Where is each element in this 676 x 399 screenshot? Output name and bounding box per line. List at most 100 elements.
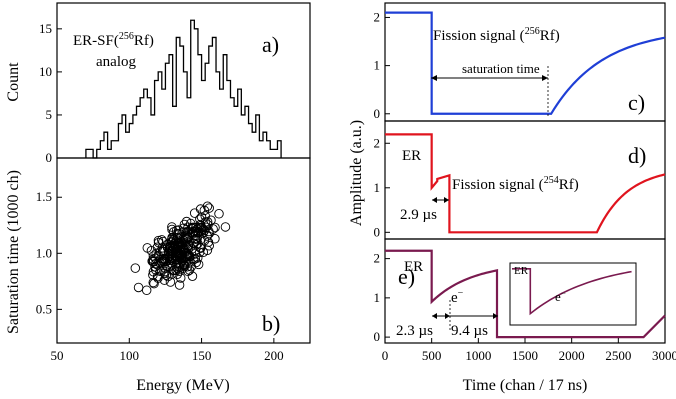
- scatter-point: [182, 261, 193, 272]
- scatter-point: [195, 214, 205, 224]
- y-tick-label: 2: [374, 9, 381, 24]
- scatter-point: [188, 222, 198, 233]
- x-tick-label: 3000: [652, 348, 676, 363]
- scatter-point: [195, 204, 206, 214]
- scatter-point: [210, 222, 220, 233]
- panel-d-signal-line: [385, 133, 666, 234]
- panel-b-y-ticks: 0.5 1.0 1.5: [36, 189, 62, 316]
- x-tick-label: 1500: [512, 348, 538, 363]
- scatter-point: [181, 216, 192, 227]
- scatter-point: [198, 228, 208, 238]
- y-tick-label: 1: [374, 180, 381, 195]
- panel-c-saturation-label: saturation time: [462, 61, 540, 76]
- panel-e-inset-line: [512, 268, 632, 316]
- panel-a: 0 5 10 15 Count ER-SF(256Rf) analog a): [5, 2, 311, 165]
- panel-e-inset: ER e−: [509, 262, 637, 326]
- scatter-point: [146, 245, 157, 256]
- x-tick-label: 500: [422, 348, 442, 363]
- y-tick-label: 0: [46, 150, 53, 165]
- scatter-point: [156, 257, 167, 267]
- scatter-point: [161, 256, 172, 267]
- scatter-point: [155, 258, 165, 268]
- panel-e: 0 1 2 0 500 1000 1500 2000 2500 3000 ER e− 2.3 µ…: [374, 238, 676, 394]
- scatter-point: [206, 215, 216, 225]
- scatter-point: [199, 205, 210, 216]
- panel-e-y-ticks: 0 1 2: [374, 251, 390, 344]
- x-tick-label: 2500: [605, 348, 631, 363]
- y-tick-label: 0.5: [36, 301, 52, 316]
- scatter-point: [149, 278, 159, 289]
- x-tick-label: 150: [192, 348, 212, 363]
- scatter-point: [169, 265, 179, 276]
- panel-a-label: a): [262, 32, 279, 57]
- x-tick-label: 2000: [559, 348, 585, 363]
- panel-e-inset-er-label: ER: [514, 265, 529, 277]
- panel-c-saturation-arrow: [431, 66, 549, 118]
- scatter-point: [191, 222, 201, 233]
- scatter-point: [200, 217, 211, 227]
- panel-c-y-ticks: 0 1 2: [374, 9, 390, 121]
- panel-d-signal-label: Fission signal (254Rf): [452, 175, 579, 193]
- scatter-point: [148, 266, 159, 277]
- scatter-point: [178, 263, 188, 273]
- panel-a-ylabel: Count: [5, 62, 22, 102]
- panel-d-interval-arrow: [432, 197, 449, 203]
- panel-e-interval-arrows: [432, 300, 498, 330]
- panel-e-xlabel: Time (chan / 17 ns): [463, 377, 588, 394]
- x-tick-label: 50: [51, 348, 64, 363]
- panel-d: 0 1 2 ER Fission signal (254Rf) 2.9 µs d): [374, 120, 666, 240]
- scatter-point: [189, 208, 200, 218]
- y-tick-label: 10: [39, 64, 52, 79]
- scatter-point: [166, 246, 176, 256]
- y-tick-label: 1.0: [36, 245, 52, 260]
- scatter-point: [188, 227, 199, 237]
- panel-b-ylabel: Saturation time (1000 ch): [5, 170, 22, 334]
- scatter-point: [152, 242, 163, 252]
- scatter-point: [162, 242, 173, 253]
- scatter-point: [183, 222, 193, 232]
- scatter-point: [141, 285, 152, 296]
- panel-c-label: c): [628, 90, 645, 115]
- y-tick-label: 2: [374, 251, 381, 266]
- x-tick-label: 1000: [465, 348, 491, 363]
- scatter-point: [133, 282, 144, 293]
- panel-d-y-ticks: 0 1 2: [374, 135, 390, 239]
- x-tick-label: 100: [120, 348, 140, 363]
- x-tick-label: 0: [382, 348, 389, 363]
- panel-d-label: d): [628, 143, 646, 168]
- scatter-point: [190, 254, 201, 264]
- scatter-point: [148, 251, 159, 261]
- y-tick-label: 1.5: [36, 189, 52, 204]
- scatter-point: [210, 233, 220, 244]
- scatter-point: [130, 263, 141, 273]
- scatter-point: [179, 219, 190, 230]
- scatter-point: [174, 280, 185, 290]
- scatter-point: [214, 208, 224, 219]
- panel-b: 0.5 1.0 1.5 50 100 150 200 Saturation time (1…: [5, 157, 311, 394]
- scatter-point: [191, 240, 202, 250]
- panel-e-label: e): [398, 264, 415, 289]
- scatter-point: [165, 277, 176, 287]
- y-tick-label: 15: [39, 21, 52, 36]
- panel-e-x-ticks: 0 500 1000 1500 2000 2500 3000: [382, 338, 676, 363]
- histogram-step-line: [85, 19, 282, 159]
- panel-d-interval-label: 2.9 µs: [400, 207, 437, 223]
- scatter-point: [193, 259, 204, 270]
- panel-b-label: b): [262, 311, 280, 336]
- y-tick-label: 5: [46, 107, 53, 122]
- scatter-point: [175, 273, 186, 283]
- scatter-point: [148, 277, 158, 288]
- scatter-point: [148, 256, 159, 267]
- scatter-point: [171, 225, 182, 236]
- panel-e-inset-electron-label: e−: [555, 288, 566, 304]
- y-tick-label: 1: [374, 290, 381, 305]
- panel-b-frame: [56, 157, 311, 344]
- scatter-point: [167, 222, 177, 232]
- panel-c-signal-label: Fission signal (256Rf): [433, 26, 560, 44]
- x-tick-label: 200: [264, 348, 284, 363]
- y-tick-label: 2: [374, 135, 381, 150]
- scatter-point: [220, 222, 231, 232]
- scatter-point: [167, 224, 177, 235]
- scatter-point: [203, 237, 214, 247]
